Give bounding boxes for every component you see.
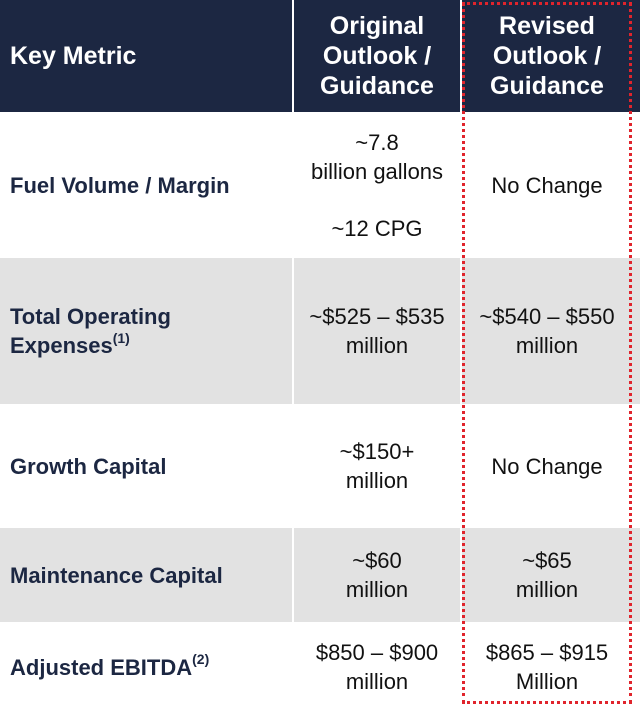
revised-value-line: million (515, 577, 579, 602)
metric-label-line: Total Operating (10, 304, 171, 329)
column-divider (460, 624, 462, 710)
revised-cell: $865 – $915 Million (462, 624, 632, 710)
original-value-line: ~$525 – $535 (309, 304, 445, 329)
revised-value-line: Million (515, 669, 579, 694)
column-divider (460, 114, 462, 256)
column-divider (292, 258, 294, 404)
original-value-line: ~$150+ (339, 439, 415, 464)
metric-label-line: Expenses(1) (10, 331, 130, 360)
original-cell: ~$60 million (294, 528, 460, 622)
metric-cell: Maintenance Capital (0, 528, 292, 622)
table-row: Total Operating Expenses(1) ~$525 – $535… (0, 258, 640, 404)
revised-value-line: $865 – $915 (485, 640, 609, 665)
header-revised-line: Outlook / (492, 42, 602, 70)
metric-label-text: Expenses (10, 333, 113, 358)
original-value-line: million (345, 669, 409, 694)
column-divider (292, 528, 294, 622)
footnote-marker: (1) (112, 329, 130, 346)
footnote-marker: (2) (192, 651, 210, 668)
header-revised-outlook: Revised Outlook / Guidance (462, 0, 632, 112)
revised-value-line: ~$540 – $550 (479, 304, 615, 329)
header-revised-line: Revised (499, 12, 595, 40)
column-divider (460, 406, 462, 526)
metric-label: Maintenance Capital (10, 562, 223, 588)
revised-cell: No Change (462, 406, 632, 526)
header-key-metric: Key Metric (0, 0, 292, 112)
metric-label-text: Adjusted EBITDA (10, 654, 193, 680)
column-divider (292, 624, 294, 710)
original-value-line: million (345, 577, 409, 602)
table-row: Growth Capital ~$150+ million No Change (0, 406, 640, 526)
revised-value-line: million (515, 333, 579, 358)
metric-label: Fuel Volume / Margin (10, 172, 230, 198)
original-cell: ~7.8 billion gallons ~12 CPG (294, 114, 460, 256)
revised-value-line: No Change (491, 172, 603, 198)
original-value-line: million (345, 333, 409, 358)
original-cell: ~$525 – $535 million (294, 258, 460, 404)
original-cell: ~$150+ million (294, 406, 460, 526)
column-divider (292, 114, 294, 256)
original-value-line: ~$60 (352, 548, 402, 573)
original-value-line: $850 – $900 (315, 640, 439, 665)
table-row: Adjusted EBITDA(2) $850 – $900 million $… (0, 624, 640, 710)
metric-label: Growth Capital (10, 453, 167, 479)
metric-cell: Fuel Volume / Margin (0, 114, 292, 256)
revised-cell: ~$65 million (462, 528, 632, 622)
original-value-line: billion gallons (310, 158, 444, 184)
table-row: Maintenance Capital ~$60 million ~$65 mi… (0, 528, 640, 622)
revised-cell: ~$540 – $550 million (462, 258, 632, 404)
original-cell: $850 – $900 million (294, 624, 460, 710)
header-key-metric-label: Key Metric (10, 42, 137, 70)
metric-cell: Adjusted EBITDA(2) (0, 624, 292, 710)
revised-value-line: ~$65 (522, 548, 572, 573)
column-divider (292, 406, 294, 526)
revised-value-line: No Change (491, 453, 603, 479)
header-revised-line: Guidance (490, 72, 604, 100)
revised-cell: No Change (462, 114, 632, 256)
header-divider (460, 0, 462, 112)
header-original-line: Guidance (320, 72, 434, 100)
header-divider (292, 0, 294, 112)
metric-cell: Growth Capital (0, 406, 292, 526)
column-divider (460, 258, 462, 404)
header-original-line: Original (329, 12, 425, 40)
original-value-line: ~12 CPG (331, 215, 423, 241)
table-row: Fuel Volume / Margin ~7.8 billion gallon… (0, 114, 640, 256)
metric-cell: Total Operating Expenses(1) (0, 258, 292, 404)
table-header: Key Metric Original Outlook / Guidance R… (0, 0, 640, 112)
column-divider (460, 528, 462, 622)
metric-label-line: Adjusted EBITDA(2) (10, 651, 210, 682)
original-value-line: million (345, 468, 409, 493)
header-original-outlook: Original Outlook / Guidance (294, 0, 460, 112)
original-value-line: ~7.8 (355, 129, 399, 155)
header-original-line: Outlook / (322, 42, 432, 70)
